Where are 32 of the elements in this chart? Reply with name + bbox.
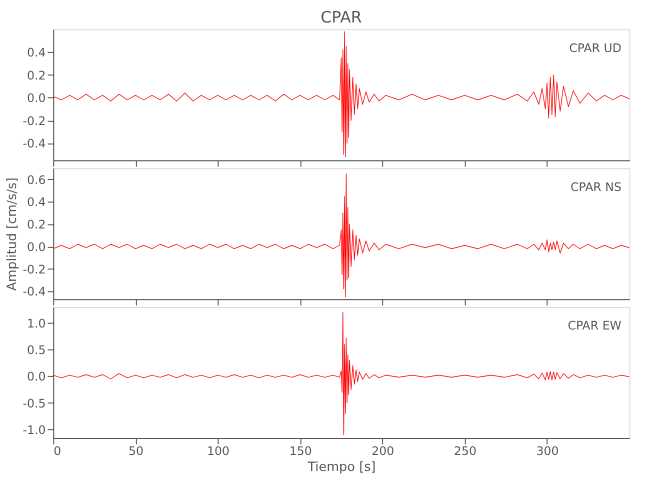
y-tick-label: 0.6 xyxy=(27,172,46,187)
y-tick-label: 0.0 xyxy=(27,370,46,384)
x-tick-label: 300 xyxy=(536,444,559,458)
y-tick-label: 0.4 xyxy=(27,195,46,210)
y-tick-label: 0.0 xyxy=(27,240,46,254)
x-tick-label: 100 xyxy=(207,444,230,458)
x-tick-label: 250 xyxy=(454,444,476,458)
y-tick-label: 0.0 xyxy=(27,91,46,106)
annotation: CPAR UD xyxy=(569,40,622,55)
chart-title: CPAR xyxy=(320,7,362,26)
y-tick-label: -0.2 xyxy=(22,114,46,128)
line-series xyxy=(53,312,630,436)
x-tick-label: 200 xyxy=(372,444,394,458)
y-tick-label: 0.2 xyxy=(27,218,46,232)
x-tick-label: 0 xyxy=(54,444,62,458)
y-tick-label: 1.0 xyxy=(27,316,46,330)
y-tick-label: -1.0 xyxy=(22,422,46,437)
y-axis-title: Amplitud [cm/s/s] xyxy=(4,178,20,291)
annotation: CPAR NS xyxy=(570,180,622,194)
y-tick-label: -0.4 xyxy=(22,136,46,151)
x-tick-label: 50 xyxy=(128,444,144,458)
line-series xyxy=(53,173,630,298)
y-tick-label: 0.2 xyxy=(27,68,46,82)
line-series xyxy=(53,31,630,158)
x-axis-title: Tiempo [s] xyxy=(306,460,376,475)
y-tick-label: 0.5 xyxy=(27,343,46,358)
y-tick-label: -0.4 xyxy=(22,284,46,299)
y-tick-label: -0.2 xyxy=(22,262,46,276)
y-tick-label: 0.4 xyxy=(27,45,46,60)
y-tick-label: -0.5 xyxy=(22,396,46,410)
annotation: CPAR EW xyxy=(568,318,622,333)
x-tick-label: 150 xyxy=(289,444,312,458)
